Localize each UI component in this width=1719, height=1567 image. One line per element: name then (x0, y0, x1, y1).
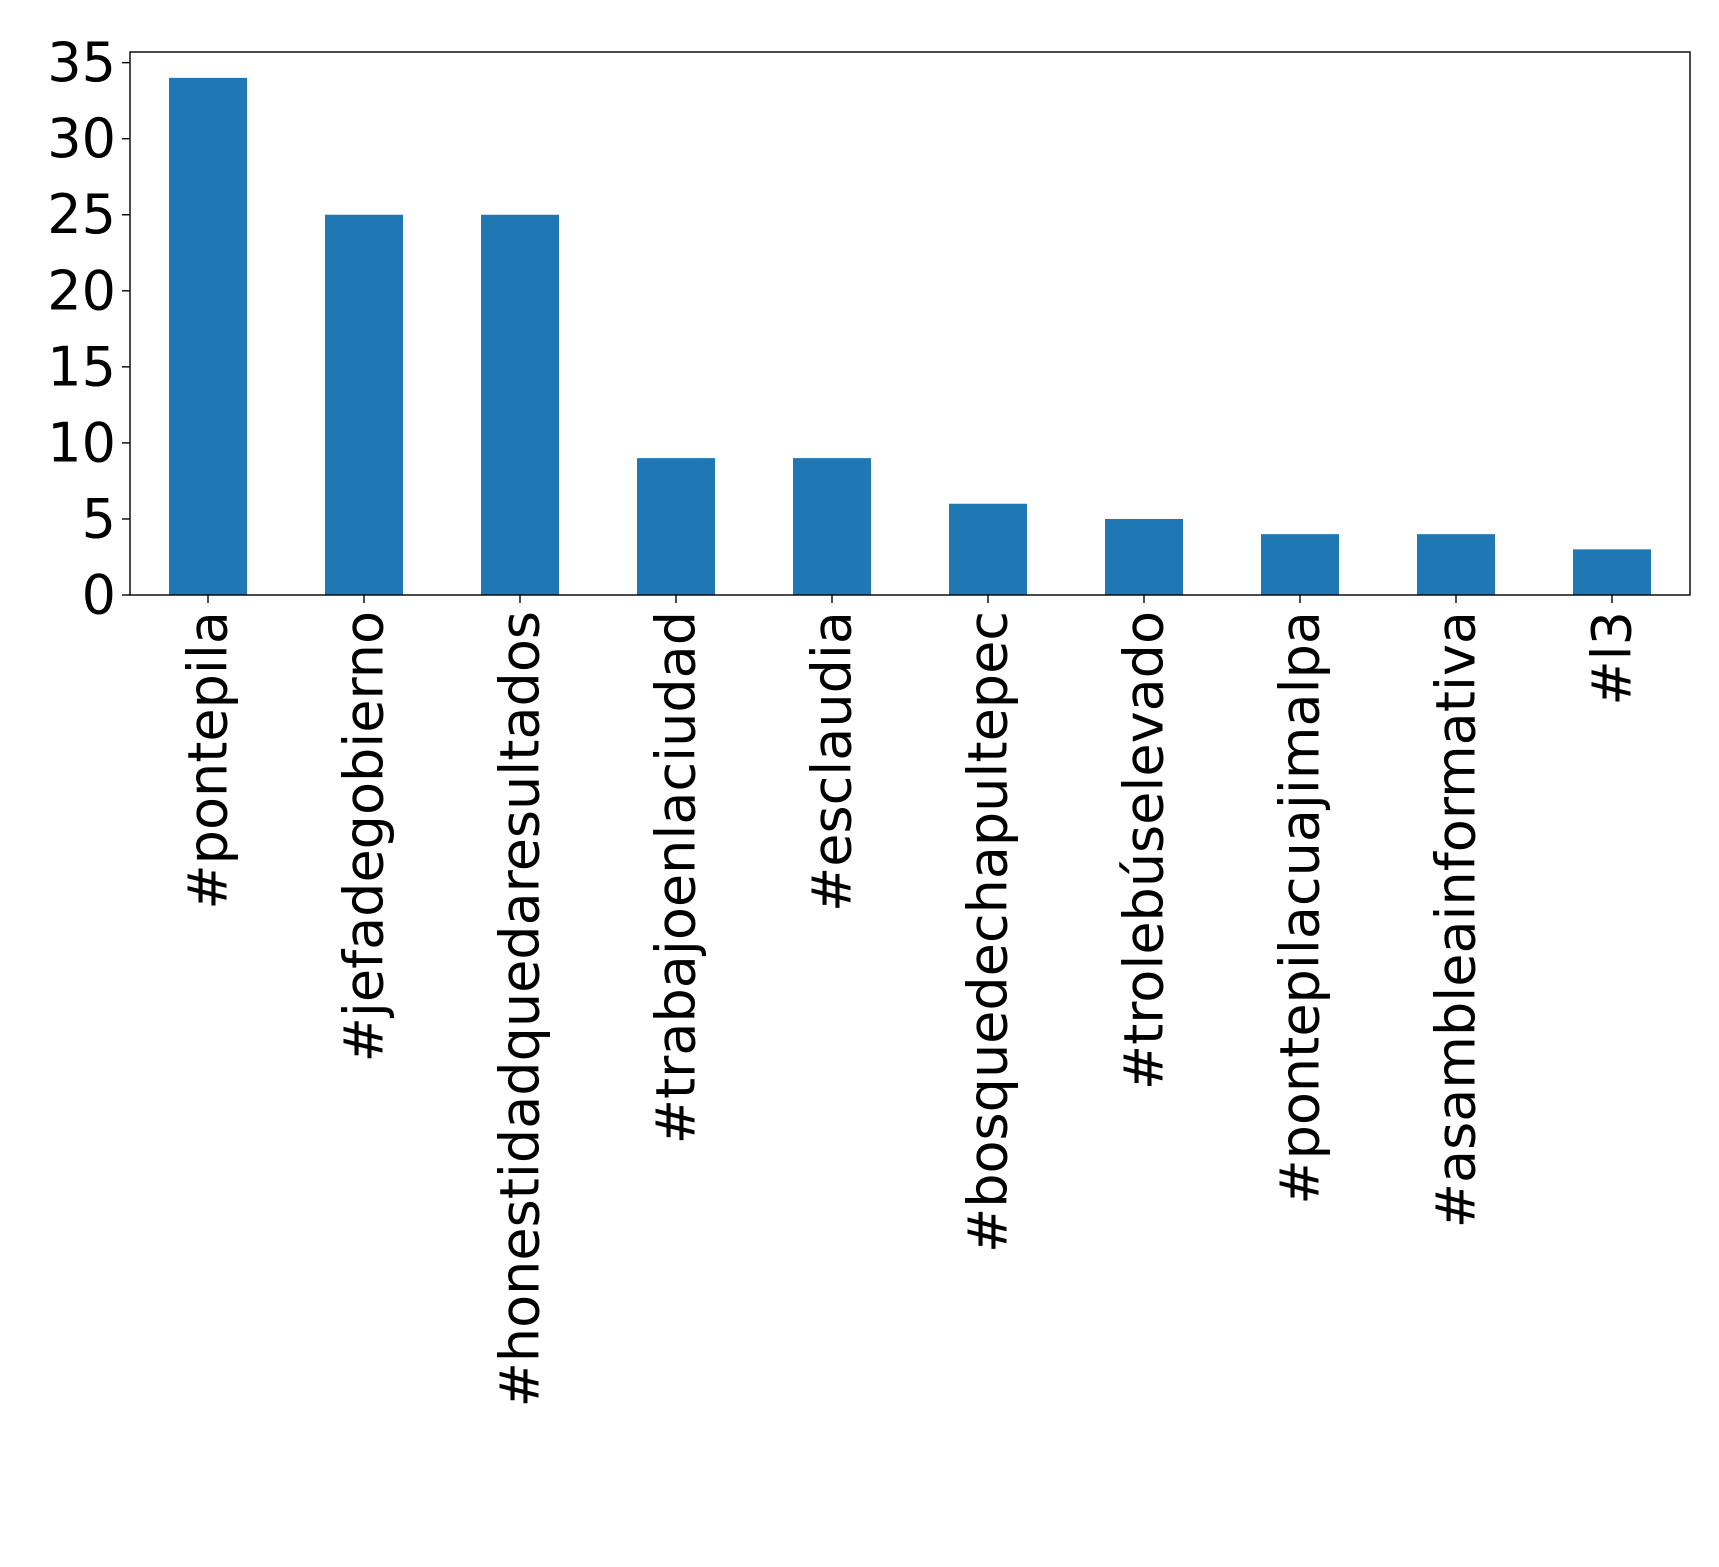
y-tick-label: 10 (47, 411, 116, 474)
x-tick-label: #trolebúselevado (1113, 611, 1176, 1090)
y-tick-label: 30 (47, 107, 116, 170)
bar (637, 458, 715, 595)
bar (793, 458, 871, 595)
x-tick-label: #asambleainformativa (1425, 611, 1488, 1228)
bar (325, 214, 403, 595)
x-tick-label: #honestidadquedaresultados (489, 611, 552, 1407)
x-axis: #pontepila #jefadegobierno #honestidadqued… (177, 595, 1644, 1407)
x-tick-label: #jefadegobierno (333, 611, 396, 1062)
y-tick-label: 20 (47, 259, 116, 322)
bar (1417, 534, 1495, 595)
y-tick-label: 35 (47, 31, 116, 94)
x-tick-label: #bosquedechapultepec (957, 611, 1020, 1253)
y-axis: 0 5 10 15 20 25 30 35 (47, 31, 130, 627)
bars-group (169, 77, 1651, 596)
bar (1261, 534, 1339, 595)
x-tick-label: #pontepila (177, 611, 240, 910)
bar (1573, 549, 1651, 595)
plot-frame (129, 51, 1691, 596)
bar (949, 503, 1027, 595)
y-tick-label: 0 (82, 564, 116, 627)
x-tick-label: #l3 (1581, 611, 1644, 706)
y-tick-label: 25 (47, 183, 116, 246)
x-tick-label: #pontepilacuajimalpa (1269, 611, 1332, 1205)
bar (1105, 518, 1183, 595)
y-tick-label: 15 (47, 335, 116, 398)
bar (481, 214, 559, 595)
bar (169, 77, 247, 596)
x-tick-label: #esclaudia (801, 611, 864, 912)
x-tick-label: #trabajoenlaciudad (645, 611, 708, 1144)
y-tick-label: 5 (82, 487, 116, 550)
